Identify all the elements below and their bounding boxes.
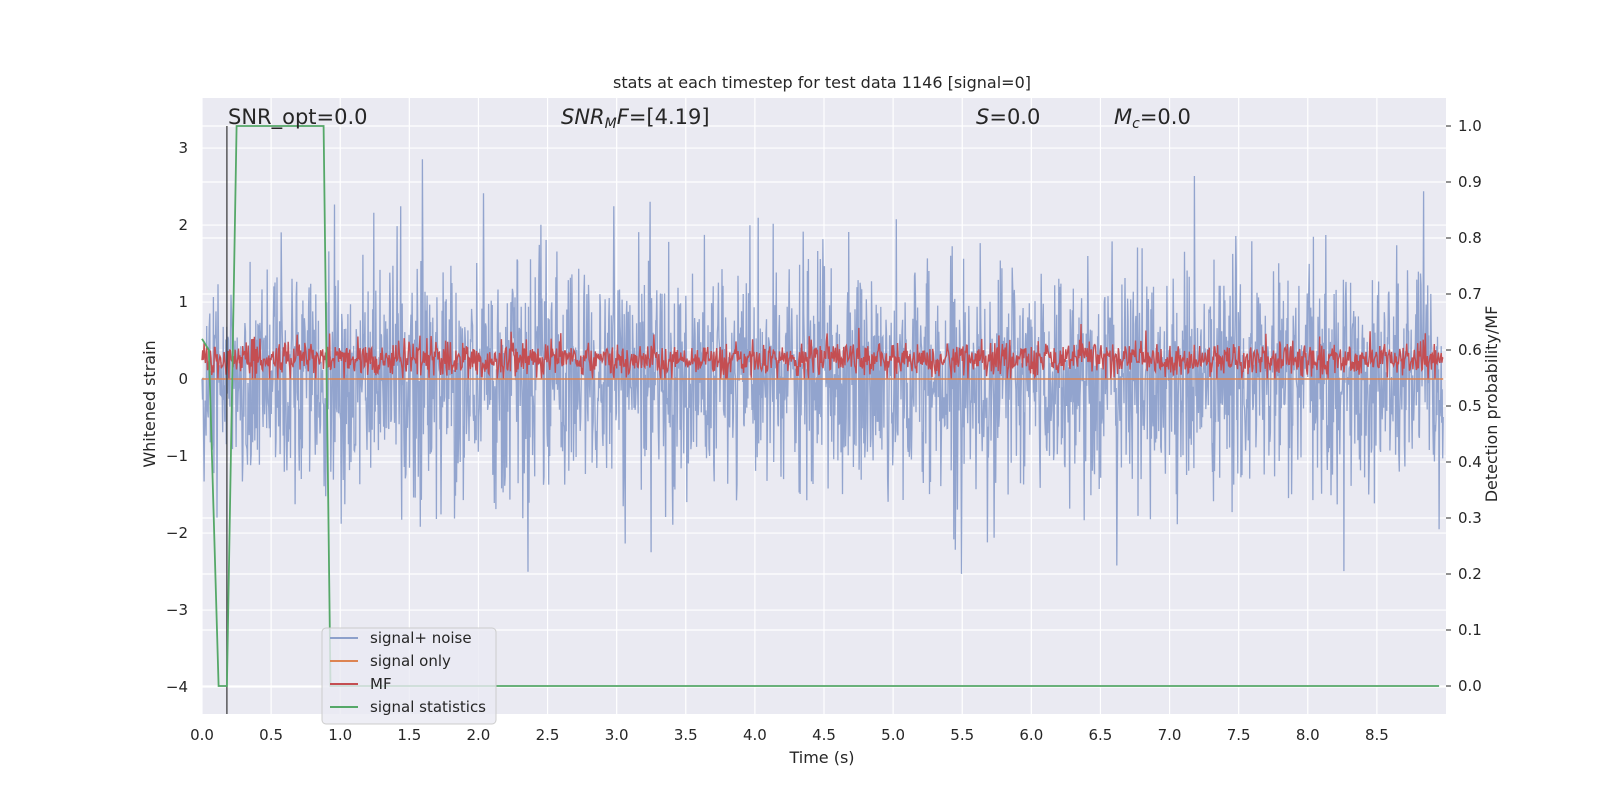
x-tick-label: 6.5 [1089, 726, 1113, 744]
y2-tick-label: 0.2 [1458, 565, 1482, 583]
y-tick-label: −3 [166, 601, 188, 619]
annotation-snr-mf-subscript: M [605, 116, 617, 132]
x-tick-label: 7.5 [1227, 726, 1251, 744]
annotation-mc-subscript: c [1132, 116, 1140, 132]
x-tick-label: 5.0 [881, 726, 905, 744]
y-tick-label: −4 [166, 678, 188, 696]
x-tick-labels: 0.0 0.5 1.0 1.5 2.0 2.5 3.0 3.5 4.0 4.5 5.0 5.5 6.0 6… [190, 726, 1389, 744]
annotation-snr-mf-f: F [617, 105, 630, 129]
series-group [201, 125, 1444, 714]
y2-tick-label: 0.8 [1458, 229, 1482, 247]
legend-box [321, 627, 497, 725]
y-tick-label: 1 [178, 293, 188, 311]
legend-label: signal statistics [370, 698, 486, 716]
x-tick-label: 4.5 [812, 726, 836, 744]
y2-tick-label: 0.4 [1458, 453, 1482, 471]
x-tick-label: 0.0 [190, 726, 214, 744]
y2-tick-labels: 1.0 0.9 0.8 0.7 0.6 0.5 0.4 0.3 0.2 0.1 0.0 [1446, 117, 1482, 695]
annotation-snr-opt: SNR_opt=0.0 [228, 105, 368, 130]
legend-items: signal+ noise signal only MF signal statist… [330, 629, 486, 716]
y2-tick-label: 0.7 [1458, 285, 1482, 303]
y-tick-label: 2 [178, 216, 188, 234]
x-axis-label: Time (s) [788, 748, 854, 767]
y2-tick-label: 0.1 [1458, 621, 1482, 639]
y2-tick-label: 0.5 [1458, 397, 1482, 415]
x-tick-label: 8.5 [1365, 726, 1389, 744]
x-tick-label: 5.5 [950, 726, 974, 744]
x-tick-label: 7.0 [1158, 726, 1182, 744]
y2-tick-label: 0.6 [1458, 341, 1482, 359]
x-tick-label: 1.5 [397, 726, 421, 744]
y-tick-label: 3 [178, 139, 188, 157]
annotation-s-symbol: S [976, 105, 989, 129]
legend-label: MF [370, 675, 392, 693]
x-tick-label: 3.0 [605, 726, 629, 744]
x-tick-label: 0.5 [259, 726, 283, 744]
legend: signal+ noise signal only MF signal statist… [321, 627, 497, 725]
annotation-mc-symbol: M [1114, 105, 1132, 129]
y2-axis-label: Detection probability/MF [1482, 306, 1501, 503]
x-tick-label: 2.5 [536, 726, 560, 744]
legend-label: signal only [370, 652, 451, 670]
annotation-s: S=0.0 [976, 105, 1040, 129]
annotation-mc: Mc=0.0 [1114, 105, 1191, 132]
series-mf [201, 323, 1444, 380]
annotation-mc-value: =0.0 [1140, 105, 1191, 129]
x-tick-label: 4.0 [743, 726, 767, 744]
y-tick-label: −2 [166, 524, 188, 542]
chart-title: stats at each timestep for test data 114… [613, 73, 1031, 92]
annotation-snr-mf: SNRMF=[4.19] [561, 105, 710, 132]
y2-tick-label: 0.3 [1458, 509, 1482, 527]
annotation-snr-mf-rest: F=[4.19] [617, 105, 710, 129]
annotation-snr-mf-value: =[4.19] [629, 105, 710, 129]
annotation-snr-mf-symbol: SNR [561, 105, 605, 129]
x-tick-label: 3.5 [674, 726, 698, 744]
y-tick-label: 0 [178, 370, 188, 388]
y-axis-label: Whitened strain [140, 340, 159, 467]
annotation-s-value: =0.0 [989, 105, 1040, 129]
series-signal-statistics [201, 125, 1440, 687]
legend-label: signal+ noise [370, 629, 472, 647]
x-tick-label: 6.0 [1019, 726, 1043, 744]
y2-tick-label: 0.9 [1458, 173, 1482, 191]
x-tick-label: 1.0 [328, 726, 352, 744]
y2-tick-label: 0.0 [1458, 677, 1482, 695]
x-tick-label: 8.0 [1296, 726, 1320, 744]
y-tick-label: −1 [166, 447, 188, 465]
x-tick-label: 2.0 [467, 726, 491, 744]
y-tick-labels: 3 2 1 0 −1 −2 −3 −4 [166, 139, 188, 696]
y2-tick-label: 1.0 [1458, 117, 1482, 135]
